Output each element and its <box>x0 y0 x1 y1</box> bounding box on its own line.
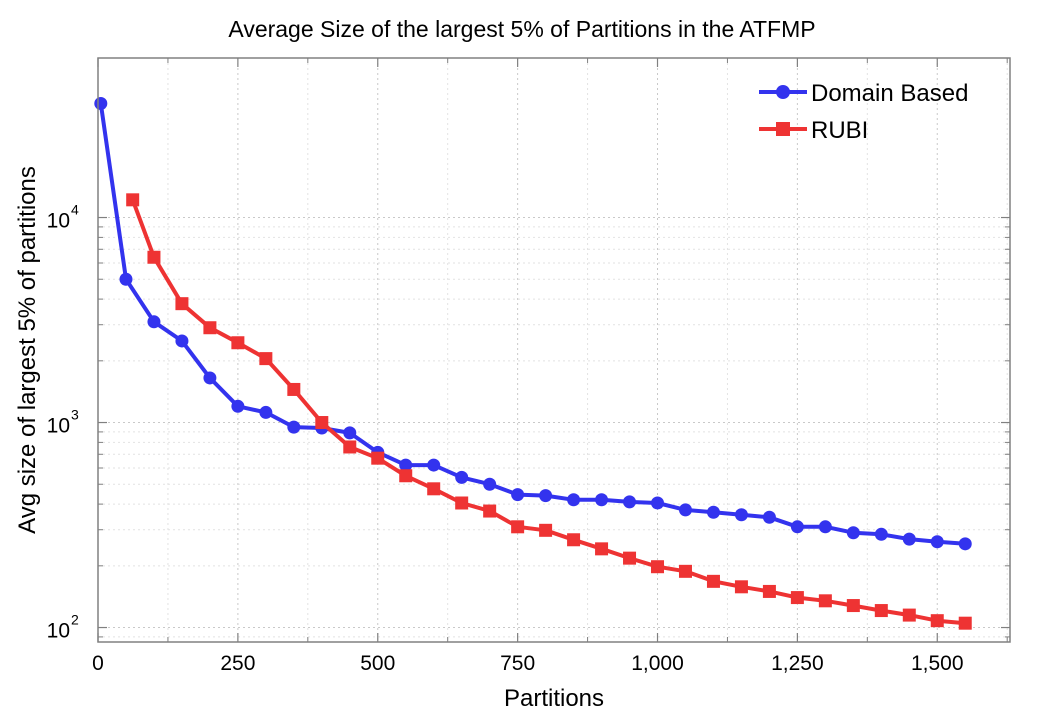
data-point <box>126 193 140 207</box>
data-point <box>175 297 189 311</box>
data-point <box>734 508 748 522</box>
data-point <box>874 604 888 618</box>
data-point <box>147 250 161 264</box>
data-point <box>958 537 972 551</box>
data-point <box>595 493 609 507</box>
legend-label: Domain Based <box>811 80 968 107</box>
data-point <box>651 560 665 574</box>
series-layer <box>94 96 972 630</box>
data-point <box>790 591 804 605</box>
data-point <box>734 580 748 594</box>
data-point <box>399 458 413 472</box>
data-point <box>539 523 553 537</box>
x-tick-label: 1,250 <box>771 652 824 675</box>
data-point <box>874 527 888 541</box>
data-point <box>930 535 944 549</box>
data-point <box>259 405 273 419</box>
data-point <box>846 599 860 613</box>
y-tick-label-exponent: 3 <box>71 407 79 423</box>
data-point <box>315 416 329 430</box>
legend-label: RUBI <box>811 117 868 144</box>
data-point <box>287 382 301 396</box>
data-point <box>539 489 553 503</box>
y-tick-label-exponent: 2 <box>71 612 79 628</box>
data-point <box>94 96 108 110</box>
data-point <box>623 551 637 565</box>
data-point <box>567 493 581 507</box>
series-line-0 <box>98 103 966 546</box>
data-point <box>762 510 776 524</box>
data-point <box>231 399 245 413</box>
data-point <box>343 426 357 440</box>
data-point <box>651 496 665 510</box>
data-point <box>846 526 860 540</box>
y-tick-label-base: 10 <box>47 415 70 438</box>
x-tick-label: 1,000 <box>631 652 684 675</box>
x-tick-label: 500 <box>360 652 395 675</box>
y-axis-label: Avg size of largest 5% of partitions <box>14 166 41 534</box>
data-point <box>427 458 441 472</box>
data-point <box>678 503 692 517</box>
legend-marker <box>776 122 790 136</box>
legend: Domain Based RUBI <box>759 80 968 144</box>
data-point <box>371 451 385 465</box>
data-point <box>595 542 609 556</box>
x-tick-label: 750 <box>500 652 535 675</box>
data-point <box>203 321 217 335</box>
data-point <box>511 520 525 534</box>
grid <box>97 58 1010 642</box>
data-point <box>706 505 720 519</box>
data-point <box>231 336 245 350</box>
chart-title: Average Size of the largest 5% of Partit… <box>228 16 815 42</box>
x-tick-label: 1,500 <box>911 652 964 675</box>
data-point <box>511 488 525 502</box>
legend-marker <box>776 85 790 99</box>
data-point <box>567 533 581 547</box>
data-point <box>762 584 776 598</box>
data-point <box>790 520 804 534</box>
data-point <box>399 469 413 483</box>
data-point <box>119 272 133 286</box>
data-point <box>818 520 832 534</box>
data-point <box>455 496 469 510</box>
data-point <box>287 420 301 434</box>
data-point <box>902 532 916 546</box>
y-tick-label-base: 10 <box>47 620 70 643</box>
data-point <box>175 334 189 348</box>
y-tick-label-base: 10 <box>47 210 70 233</box>
data-point <box>818 594 832 608</box>
data-point <box>455 470 469 484</box>
data-point <box>623 495 637 509</box>
x-tick-label: 250 <box>220 652 255 675</box>
y-tick-label-exponent: 4 <box>71 202 79 218</box>
data-point <box>343 440 357 454</box>
data-point <box>427 482 441 496</box>
data-point <box>902 608 916 622</box>
data-point <box>483 477 497 491</box>
data-point <box>958 616 972 630</box>
x-axis-label: Partitions <box>504 685 604 712</box>
data-point <box>930 614 944 628</box>
data-point <box>147 315 161 329</box>
data-point <box>678 564 692 578</box>
data-point <box>259 352 273 366</box>
x-tick-label: 0 <box>92 652 104 675</box>
data-point <box>203 371 217 385</box>
data-point <box>483 504 497 518</box>
plot-area <box>97 57 1011 643</box>
data-point <box>706 574 720 588</box>
